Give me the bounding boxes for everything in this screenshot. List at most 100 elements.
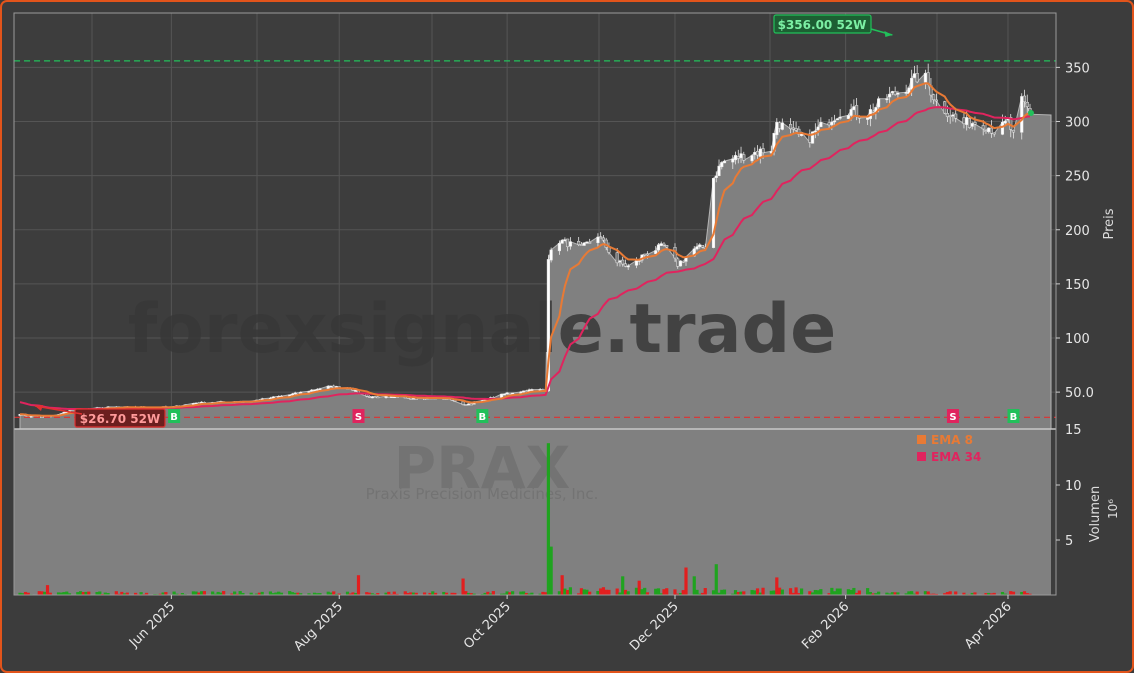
volume-bar <box>469 593 473 595</box>
candle-body <box>871 110 875 113</box>
volume-bar <box>37 591 41 595</box>
candle-body <box>910 77 914 90</box>
candle-body <box>469 403 473 406</box>
volume-bar <box>596 590 600 595</box>
company-watermark: Praxis Precision Medicines, Inc. <box>366 485 599 503</box>
candle-body <box>662 243 666 246</box>
candle-body <box>833 120 837 123</box>
volume-bar <box>21 593 25 595</box>
candle-body <box>1025 101 1029 107</box>
candle-body <box>987 127 991 132</box>
volume-bar <box>731 593 735 595</box>
candle-body <box>599 236 603 239</box>
volume-area <box>14 429 1051 595</box>
x-tick-label: Apr 2026 <box>962 599 1015 652</box>
volume-bar <box>835 588 839 595</box>
candle-body <box>645 253 650 256</box>
volume-bar <box>588 591 592 595</box>
volume-bar <box>577 593 581 595</box>
high-52w-badge <box>773 14 872 34</box>
volume-bar <box>522 591 526 595</box>
volume-bar <box>615 588 619 595</box>
volume-bar <box>508 592 512 595</box>
candle-body <box>618 260 622 263</box>
volume-bar <box>78 591 83 595</box>
candle-body <box>758 148 762 157</box>
volume-tick-label: 15 <box>1065 423 1082 438</box>
volume-bar <box>546 443 550 595</box>
volume-bar <box>753 590 757 595</box>
volume-bar <box>623 589 628 595</box>
volume-bar <box>970 592 974 595</box>
low-52w-arrow <box>34 405 83 415</box>
volume-bar <box>395 593 399 595</box>
volume-bar <box>125 592 129 595</box>
volume-bar <box>962 592 966 595</box>
candle-body <box>1003 120 1007 124</box>
candle-body <box>585 241 589 244</box>
volume-bar <box>81 591 85 595</box>
volume-bar <box>912 593 917 595</box>
volume-bar <box>640 589 644 595</box>
candle-body <box>1011 129 1016 133</box>
volume-bar <box>45 585 50 595</box>
volume-bar <box>855 592 859 595</box>
candle-body <box>945 113 949 117</box>
volume-bar <box>736 592 740 595</box>
volume-bar <box>56 592 61 595</box>
volume-bar <box>885 592 889 595</box>
candle-body <box>1022 95 1027 102</box>
signal-label: S <box>949 412 956 423</box>
candle-body <box>623 263 627 267</box>
sell-signal-marker <box>946 409 959 423</box>
volume-bar <box>175 593 179 595</box>
volume-bar <box>643 587 647 595</box>
ema-8-line <box>20 82 1030 417</box>
volume-bar <box>18 592 22 595</box>
volume-bar <box>797 593 801 595</box>
candle-body <box>312 389 317 392</box>
buy-signal-marker <box>1007 409 1020 423</box>
candle-body <box>890 91 894 94</box>
candle-body <box>794 128 798 131</box>
candle-body <box>736 156 740 159</box>
candle-body <box>626 265 630 268</box>
x-tick-label: Oct 2025 <box>461 599 514 652</box>
volume-bar <box>563 588 567 595</box>
volume-bar <box>288 591 292 595</box>
volume-bar <box>290 592 295 595</box>
legend-ema34-swatch <box>917 452 926 461</box>
low-52w-badge <box>74 408 166 428</box>
candle-body <box>596 236 600 244</box>
volume-bar <box>808 591 812 595</box>
volume-bar <box>893 592 897 595</box>
volume-bar <box>758 592 762 595</box>
candle-body <box>849 109 853 116</box>
volume-bar <box>106 592 110 595</box>
candle-body <box>835 118 839 121</box>
x-tick-label: Dec 2025 <box>627 599 682 654</box>
candle-body <box>310 389 314 392</box>
volume-bar <box>618 592 622 595</box>
candle-body <box>830 121 834 126</box>
volume-bar <box>923 591 928 595</box>
candle-body <box>877 98 881 108</box>
candle-body <box>720 162 724 168</box>
volume-bar <box>604 589 608 595</box>
candle-body <box>1000 121 1005 135</box>
volume-bar <box>945 592 950 595</box>
candle-body <box>582 242 586 246</box>
candle-body <box>970 123 974 127</box>
volume-bar <box>444 592 449 595</box>
candle-body <box>546 259 550 392</box>
candle-body <box>789 124 793 130</box>
candle-body <box>893 91 897 95</box>
volume-bar <box>654 588 658 595</box>
volume-bar <box>414 592 418 595</box>
volume-bar <box>114 591 118 595</box>
volume-bar <box>755 588 760 595</box>
annotations: $356.00 52W $26.70 52W <box>34 14 1034 428</box>
candle-body <box>722 160 727 164</box>
